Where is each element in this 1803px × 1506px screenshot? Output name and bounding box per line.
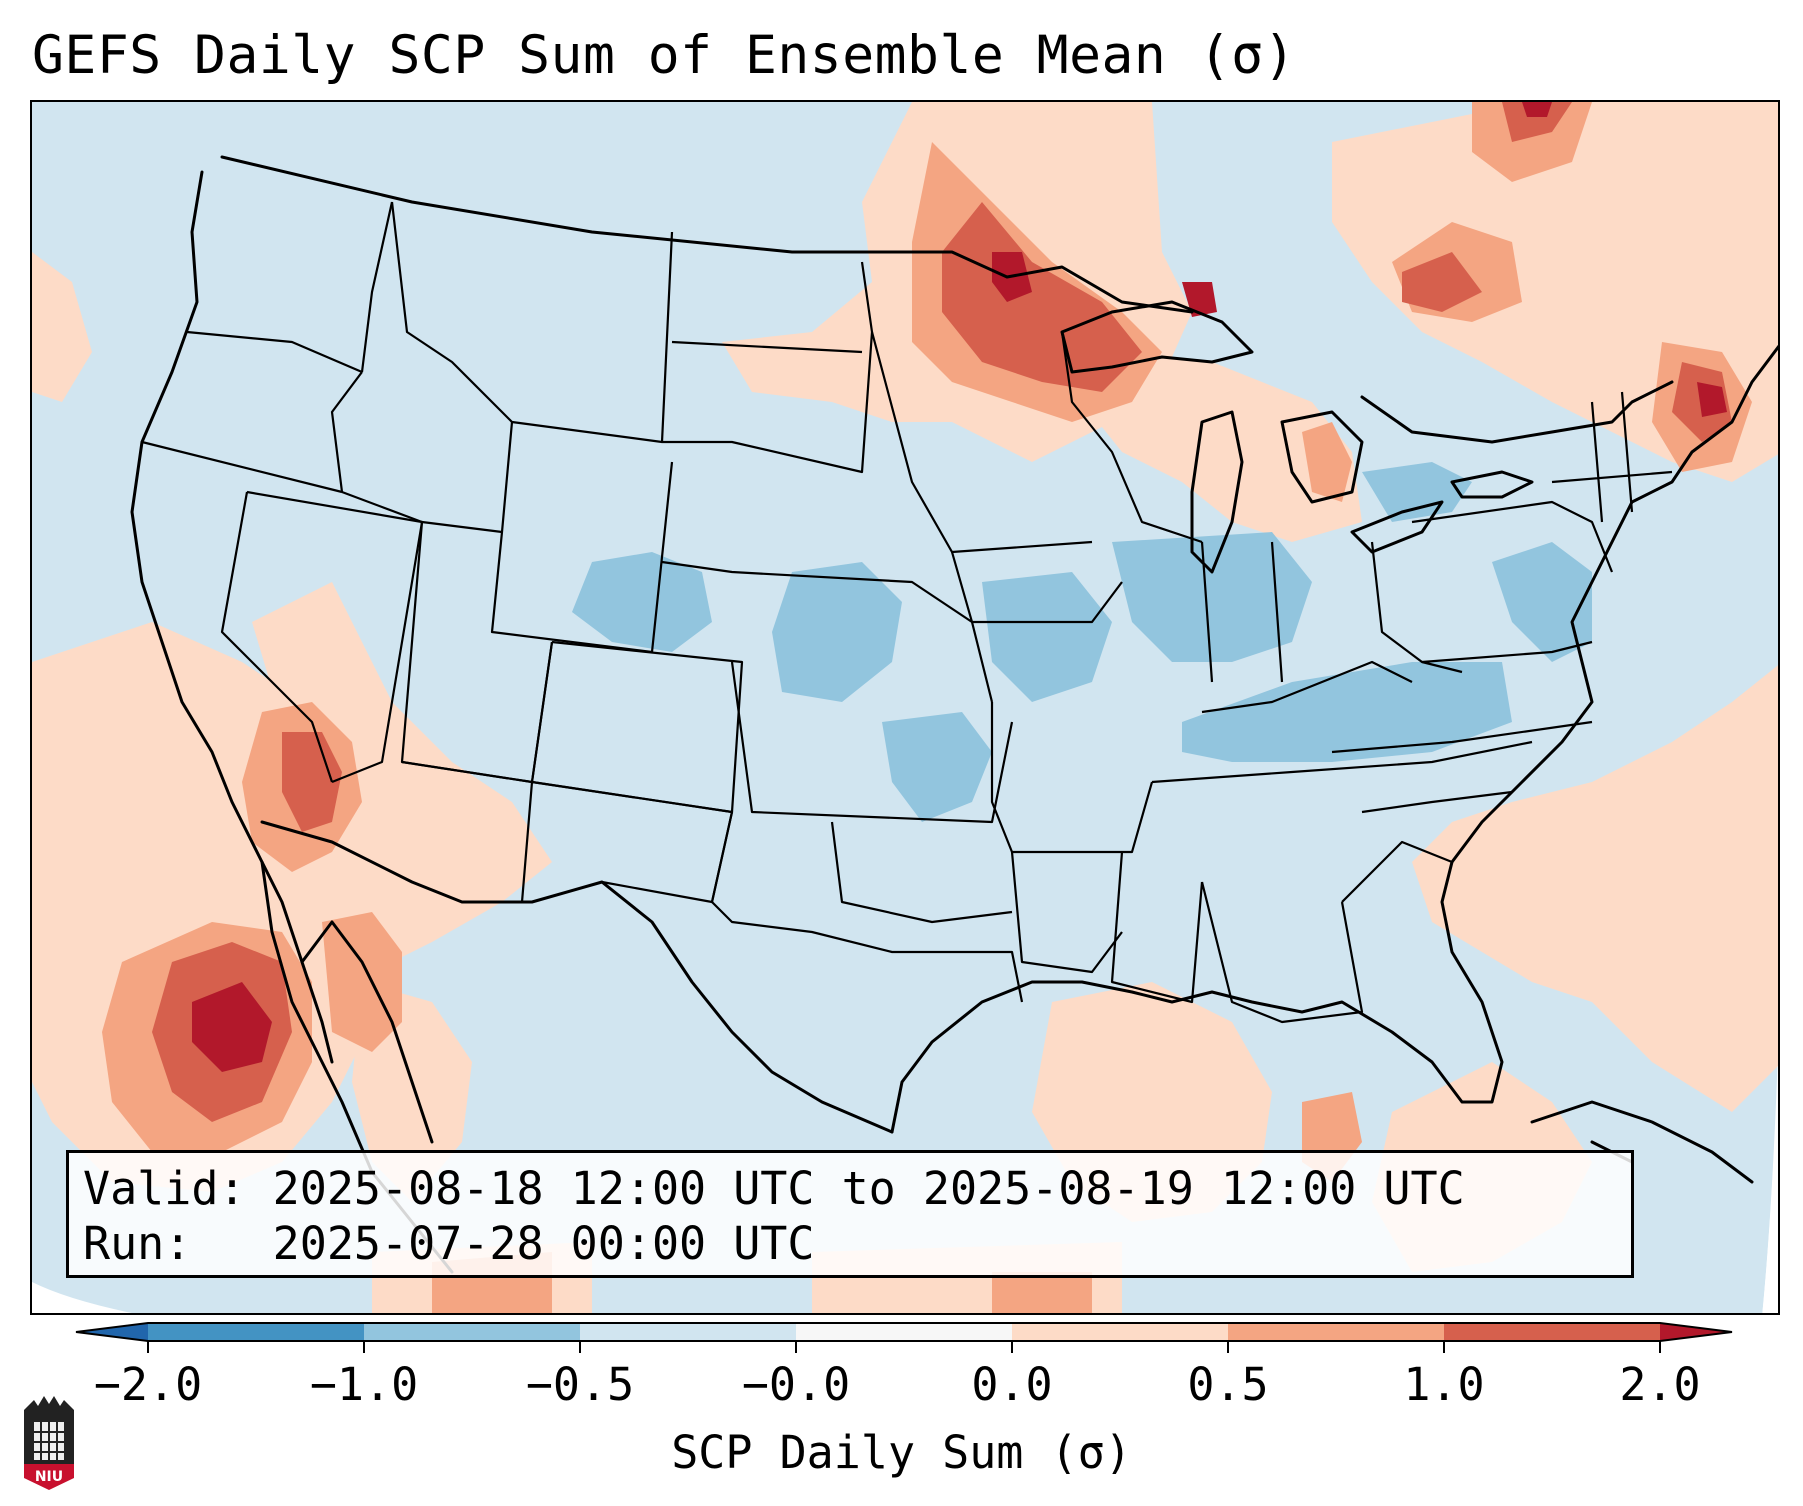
boundary-id-or [330, 371, 363, 493]
validity-info-box: Valid: 2025-08-18 12:00 UTC to 2025-08-1… [66, 1150, 1634, 1278]
boundary-pa-md [1421, 640, 1593, 664]
colorbar-tick-label: 2.0 [1619, 1358, 1701, 1411]
boundary-ky-oh [1201, 660, 1413, 714]
coastlines-and-borders [130, 155, 1778, 1274]
west-coast [130, 170, 454, 1274]
region-ne-extreme [1697, 382, 1727, 417]
colorbar-tick-label: −1.0 [309, 1358, 419, 1411]
boundary-tx [710, 811, 1024, 1003]
lake-erie [1350, 500, 1444, 554]
region-sonora-mod [322, 912, 402, 1052]
canada-us-border-east [1360, 380, 1674, 444]
region-quebec-strong [1402, 102, 1572, 312]
colorbar-bin-7 [1444, 1323, 1660, 1341]
region-lake-huron-mod [1302, 422, 1352, 502]
region-ok-neg [882, 712, 992, 822]
region-il-in-neg [1112, 532, 1312, 662]
boundary-or-ca [141, 440, 343, 494]
boundary-tn-ky [1151, 740, 1533, 784]
boundary-il-in [1200, 541, 1284, 683]
colorbar-tick-label: −0.0 [741, 1358, 851, 1411]
colorbar-bin-5 [1012, 1323, 1228, 1341]
niu-logo-icon: NIU [24, 1396, 74, 1490]
region-canada-west-pos [32, 252, 92, 402]
region-tn-nc-neg [1182, 662, 1512, 762]
region-atlantic-pos [1412, 665, 1778, 1112]
boundary-wi [1060, 331, 1203, 544]
field-negative-regions [572, 462, 1592, 822]
region-colorado-neg [572, 552, 712, 652]
region-southwest-pos [252, 582, 552, 962]
boundary-mn-ia [870, 331, 1093, 554]
region-great-lakes-pos [1082, 352, 1362, 542]
gulf-coast [890, 860, 1504, 1134]
canada-us-border [220, 155, 1194, 314]
boundary-va-nc [1331, 720, 1593, 754]
run-line: Run: 2025-07-28 00:00 UTC [83, 1217, 815, 1270]
figure-title: GEFS Daily SCP Sum of Ensemble Mean (σ) [32, 25, 1296, 86]
lake-ontario [1450, 470, 1534, 499]
colorbar-svg [75, 1322, 1733, 1353]
boundary-pa-ny [1411, 500, 1614, 573]
boundary-ne-ks [661, 560, 994, 703]
colorbar-bin-6 [1228, 1323, 1444, 1341]
boundary-wy [490, 421, 674, 654]
boundary-nc-sc [1361, 790, 1513, 814]
baja-peninsula [260, 860, 434, 1144]
boundary-id-west [360, 201, 394, 373]
valid-line: Valid: 2025-08-18 12:00 UTC to 2025-08-1… [83, 1162, 1465, 1215]
colorbar-tick-label: −2.0 [93, 1358, 203, 1411]
lake-huron [1280, 410, 1364, 504]
region-missouri-neg [982, 572, 1112, 702]
region-az-strong [282, 732, 342, 832]
boundary-oh-pa [1370, 541, 1463, 674]
region-va-neg [1492, 542, 1592, 662]
region-quebec-extreme [1522, 102, 1552, 117]
colorbar-tick-label: −0.5 [525, 1358, 635, 1411]
map-svg [32, 102, 1778, 1313]
boundary-ms-al [1110, 851, 1204, 1004]
lake-superior [1060, 300, 1254, 374]
colorbar [0, 1315, 1803, 1395]
region-socal-extreme [192, 982, 272, 1072]
colorbar-ticks [147, 1341, 1661, 1353]
us-mexico-border [260, 820, 894, 1134]
colorbar-bin-extend-high [1660, 1323, 1732, 1341]
boundary-nd-sd [671, 340, 863, 354]
field-background [32, 102, 1778, 1313]
logo-text: NIU [35, 1469, 63, 1485]
lake-michigan [1190, 410, 1244, 574]
east-coast [1450, 344, 1778, 864]
colorbar-bin-3 [580, 1323, 796, 1341]
colorbar-bin-extend-low [76, 1323, 148, 1341]
region-lake-erie-neg [1362, 462, 1472, 522]
colorbar-tick-label: 0.5 [1187, 1358, 1269, 1411]
boundary-new-england [1551, 391, 1673, 523]
boundary-nv-east [246, 490, 424, 784]
boundary-wa-or [186, 330, 363, 374]
colorbar-tick-label: 0.0 [971, 1358, 1053, 1411]
map-panel [30, 100, 1780, 1315]
boundary-ar-la [1010, 851, 1123, 974]
colorbar-label: SCP Daily Sum (σ) [671, 1426, 1132, 1479]
boundary-ia-mo [950, 551, 1123, 624]
boundary-ca-nv [220, 491, 334, 783]
boundary-sc-ga [1341, 840, 1453, 903]
colorbar-bin-4 [796, 1323, 1012, 1341]
boundary-ks-ok [730, 661, 1014, 824]
colorbar-bin-2 [364, 1323, 580, 1341]
boundary-al-ga [1200, 881, 1364, 1024]
colorbar-bin-1 [148, 1323, 364, 1341]
colorbar-tick-label: 1.0 [1403, 1358, 1485, 1411]
region-mn-strong [942, 202, 1142, 392]
boundary-ok-tx [830, 821, 1013, 924]
boundary-dakotas [660, 231, 874, 474]
state-boundaries [141, 201, 1673, 1024]
boundary-mt [390, 201, 663, 444]
region-kansas-neg [772, 562, 902, 702]
